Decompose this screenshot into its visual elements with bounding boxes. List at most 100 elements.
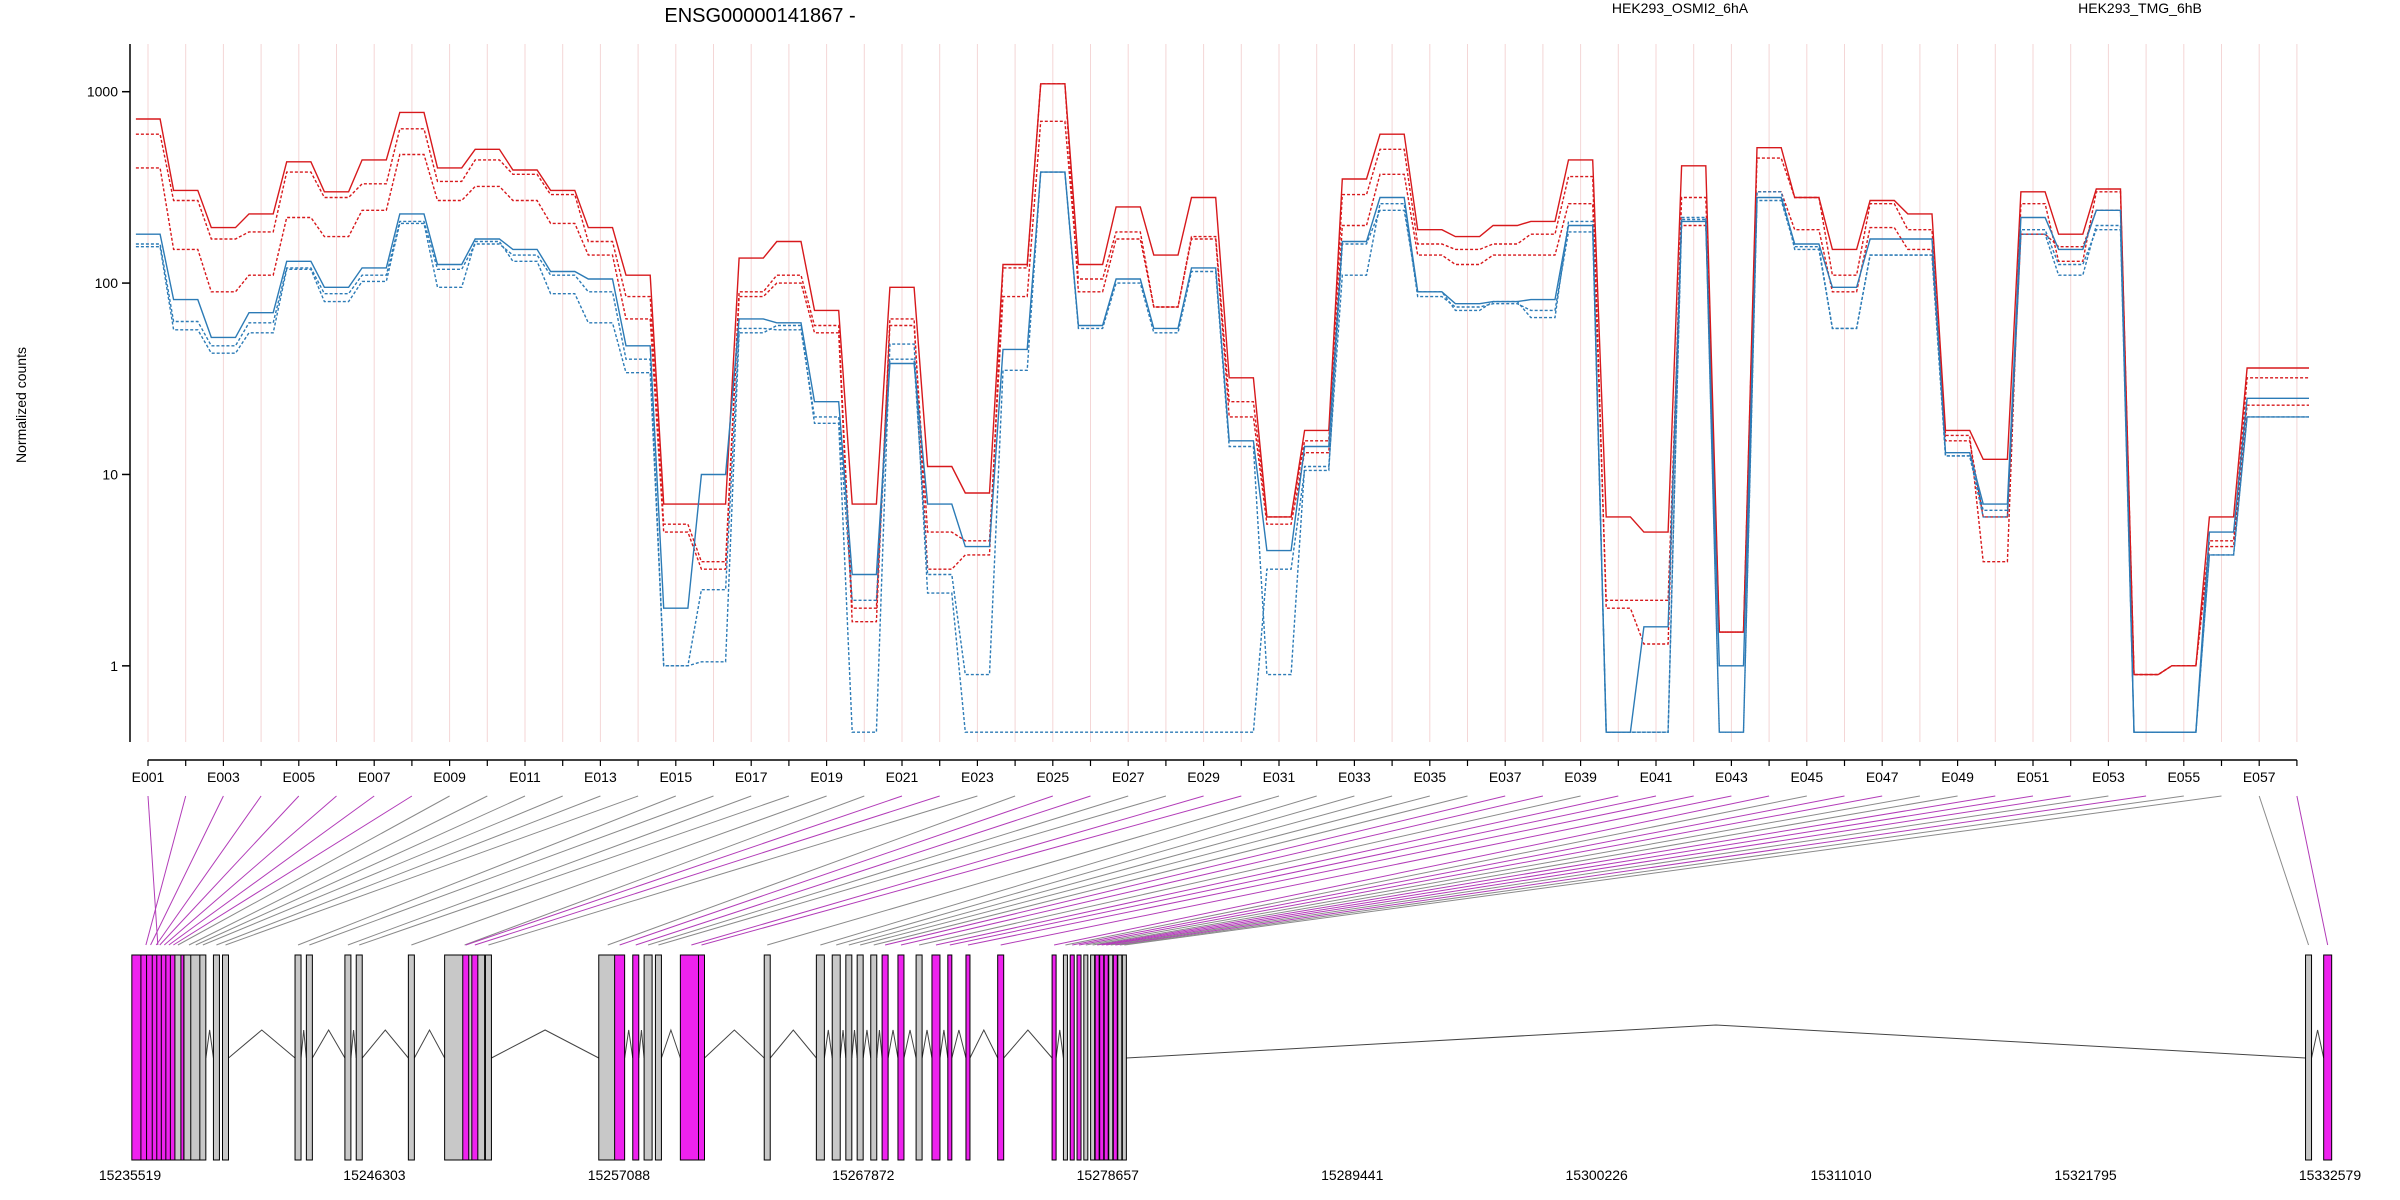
exon-link [155, 795, 262, 946]
exon-box [199, 954, 207, 1161]
exon-link [1000, 795, 1732, 946]
exon-link [949, 795, 1657, 946]
exon-link [225, 795, 639, 946]
exon-link [935, 795, 1619, 946]
intron-line [939, 1029, 949, 1059]
x-tick-label: E045 [1790, 769, 1823, 785]
exon-link [297, 795, 676, 946]
intron-line [361, 1029, 409, 1059]
x-tick-label: E049 [1941, 769, 1974, 785]
x-tick-label: E053 [2092, 769, 2125, 785]
coordinate-tick-label: 15267872 [832, 1167, 895, 1183]
exon-box [997, 954, 1005, 1161]
x-tick-label: E005 [282, 769, 315, 785]
x-tick-label: E007 [358, 769, 391, 785]
coordinate-tick-label: 15278657 [1077, 1167, 1140, 1183]
intron-line [228, 1029, 296, 1059]
coordinate-tick-label: 15246303 [343, 1167, 406, 1183]
legend-osmi2: HEK293_OSMI2_6hA [1612, 0, 1749, 16]
intron-line [2311, 1029, 2325, 1059]
exon-link [359, 795, 790, 946]
exon-box [1090, 954, 1096, 1161]
exon-link [647, 795, 1129, 946]
x-tick-label: E027 [1112, 769, 1145, 785]
exon-link [2296, 795, 2329, 946]
exon-box [931, 954, 941, 1161]
exon-link [464, 795, 865, 946]
exon-box [1108, 954, 1114, 1161]
exon-box [1121, 954, 1127, 1161]
exon-box [697, 954, 705, 1161]
exon-box [643, 954, 653, 1161]
intron-line [921, 1029, 933, 1059]
exon-link [691, 795, 1204, 946]
exon-link [873, 795, 1468, 946]
exon-link [347, 795, 752, 946]
exon-link [820, 795, 1317, 946]
axes: 1 10 100 1000 E001 E003 E005 E007 E009 E011 E013 E0… [87, 44, 2298, 785]
exon-box [174, 954, 182, 1161]
exon-box [2323, 954, 2333, 1161]
exon-link [836, 795, 1355, 946]
intron-line [491, 1029, 599, 1059]
exon-link [1072, 795, 1845, 946]
exon-link [1124, 795, 2222, 946]
exon-link [147, 795, 159, 946]
exon-box [484, 954, 492, 1161]
x-tick-label: E009 [433, 769, 466, 785]
x-tick-label: E025 [1036, 769, 1069, 785]
x-tick-label: E047 [1866, 769, 1899, 785]
coordinate-tick-label: 15289441 [1321, 1167, 1384, 1183]
x-tick-label: E019 [810, 769, 843, 785]
exon-link [309, 795, 714, 946]
exon-link [1097, 795, 1996, 946]
x-tick-label: E015 [659, 769, 692, 785]
exon-link [411, 795, 827, 946]
coordinate-tick-label: 15300226 [1566, 1167, 1629, 1183]
y-tick-label: 1000 [87, 84, 118, 100]
coordinate-tick-label: 15332579 [2299, 1167, 2362, 1183]
exon-box [355, 954, 363, 1161]
exon-box [831, 954, 841, 1161]
intron-line [969, 1028, 999, 1059]
exon-box [598, 954, 618, 1161]
coordinate-tick-label: 15257088 [588, 1167, 651, 1183]
exon-link [163, 795, 337, 946]
exon-box [2305, 954, 2313, 1161]
exon-link [767, 795, 1280, 946]
intron-line [205, 1029, 214, 1059]
series-line-6 [135, 191, 2309, 733]
intron-line [769, 1029, 817, 1059]
intron-line [350, 1029, 357, 1059]
legend-tmg: HEK293_TMG_6hB [2078, 0, 2202, 16]
coordinate-tick-label: 15321795 [2054, 1167, 2117, 1183]
exon-box [856, 954, 864, 1161]
exon-box [881, 954, 889, 1161]
x-tick-label: E029 [1187, 769, 1220, 785]
coordinate-tick-label: 15235519 [99, 1167, 162, 1183]
exon-box [845, 954, 853, 1161]
exon-link [900, 795, 1544, 946]
intron-line [876, 1029, 883, 1059]
intron-line [704, 1029, 765, 1059]
exon-link [701, 795, 1242, 946]
x-tick-label: E035 [1413, 769, 1446, 785]
exon-link [1085, 795, 1920, 946]
x-tick-label: E001 [132, 769, 165, 785]
x-tick-label: E051 [2017, 769, 2050, 785]
x-tick-label: E033 [1338, 769, 1371, 785]
exon-box [614, 954, 626, 1161]
exon-box [407, 954, 415, 1161]
x-tick-label: E039 [1564, 769, 1597, 785]
exon-box [462, 954, 470, 1161]
exon-link [474, 795, 940, 946]
intron-line [839, 1029, 847, 1059]
exon-box [1051, 954, 1057, 1161]
exon-box [1103, 954, 1109, 1161]
series-line-4 [135, 171, 2309, 733]
x-tick-label: E031 [1263, 769, 1296, 785]
exon-link [619, 795, 1053, 946]
exon-box [1117, 954, 1123, 1161]
exon-link [658, 795, 1167, 946]
